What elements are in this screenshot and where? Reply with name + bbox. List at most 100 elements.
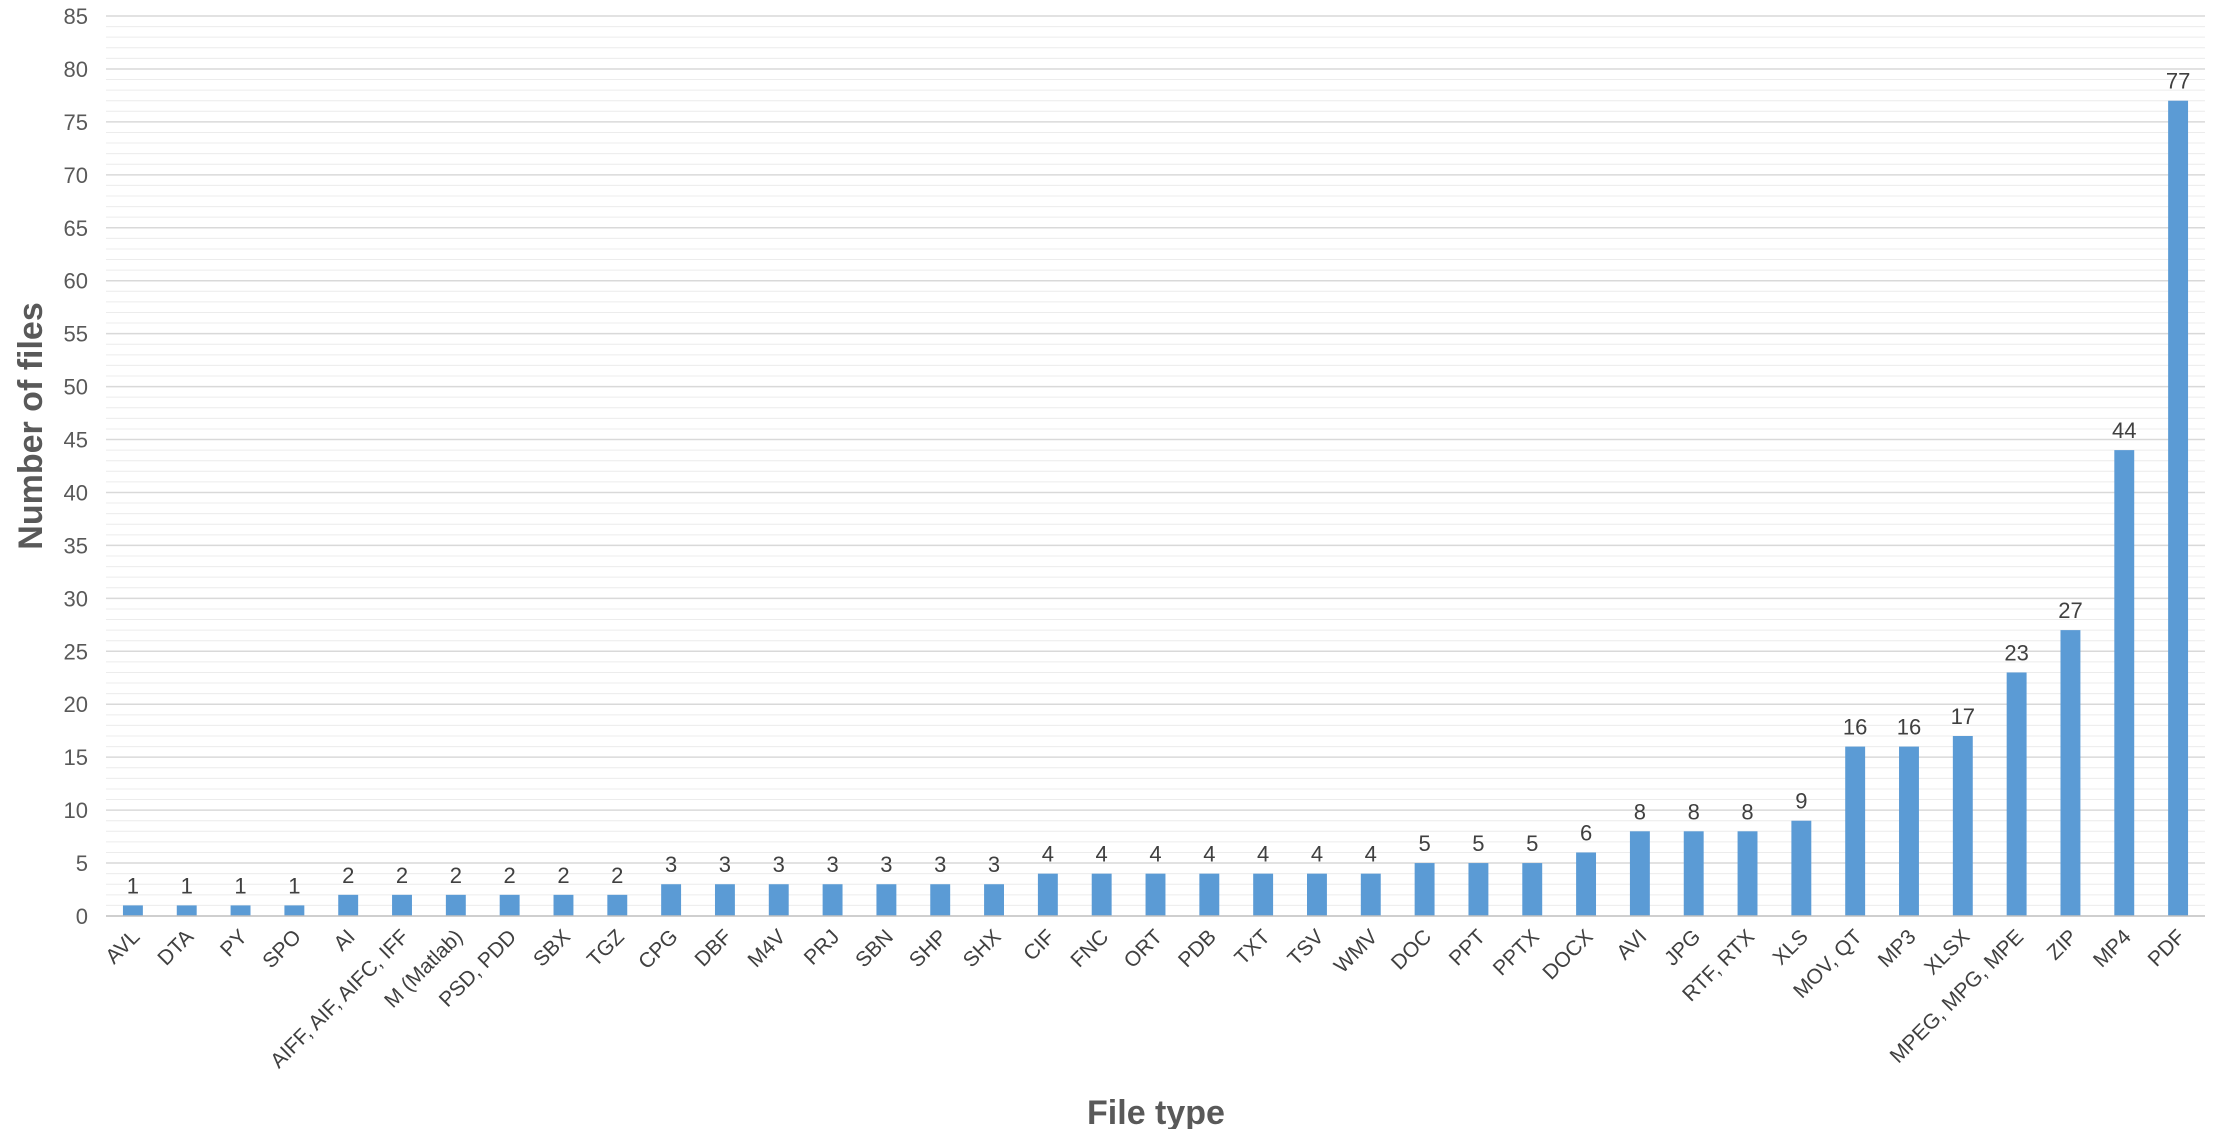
bar — [392, 894, 412, 916]
data-label: 1 — [181, 873, 193, 898]
x-axis-title: File type — [1087, 1094, 1225, 1129]
x-tick-label: JPG — [1660, 925, 1705, 970]
x-tick-label: AI — [329, 925, 359, 955]
y-tick-label: 50 — [64, 375, 88, 400]
y-tick-label: 55 — [64, 322, 88, 347]
x-tick-label: DTA — [153, 925, 198, 970]
y-tick-label: 0 — [76, 904, 88, 929]
y-tick-label: 85 — [64, 4, 88, 29]
bar — [1952, 736, 1973, 916]
bar — [553, 894, 574, 916]
x-tick-label: DOC — [1387, 925, 1436, 974]
data-labels: 1 1 1 1 2 2 2 2 2 2 3 3 3 3 3 3 3 4 4 4 4 4 4 4 5 5 5 68 8 8 916 16 1723… — [127, 69, 2191, 899]
data-label: 4 — [1257, 842, 1269, 867]
bar — [445, 894, 466, 916]
x-tick-label: AVI — [1612, 925, 1651, 964]
x-tick-label: DOCX — [1538, 925, 1597, 984]
bar — [499, 894, 520, 916]
x-tick-label: XLS — [1769, 925, 1813, 969]
y-tick-label: 70 — [64, 163, 88, 188]
y-tick-label: 35 — [64, 533, 88, 558]
data-label: 3 — [988, 852, 1000, 877]
bar — [1683, 831, 1704, 916]
bar — [1360, 873, 1381, 916]
data-label: 1 — [288, 873, 300, 898]
y-axis-ticks: 0 5 10 15 20 25 30 35 40 45 50 55 60 65 70 75 80 85 — [64, 4, 88, 929]
data-label: 3 — [719, 852, 731, 877]
x-tick-label: MP3 — [1874, 925, 1921, 972]
bar — [176, 905, 197, 916]
bar — [2168, 100, 2189, 917]
data-label: 2 — [342, 863, 354, 888]
bar — [2114, 450, 2135, 916]
data-label: 44 — [2112, 418, 2136, 443]
y-tick-label: 10 — [64, 798, 88, 823]
data-label: 5 — [1526, 831, 1538, 856]
data-label: 77 — [2166, 69, 2190, 94]
x-tick-label: TGZ — [583, 925, 629, 971]
data-label: 17 — [1951, 704, 1975, 729]
y-tick-label: 15 — [64, 745, 88, 770]
x-tick-label: AVL — [101, 925, 144, 968]
data-label: 3 — [665, 852, 677, 877]
x-tick-label: CIF — [1019, 925, 1059, 965]
data-label: 3 — [934, 852, 946, 877]
x-tick-label: ORT — [1120, 925, 1167, 972]
y-tick-label: 65 — [64, 216, 88, 241]
bar — [1414, 863, 1435, 916]
data-label: 23 — [2004, 640, 2028, 665]
bar — [1629, 831, 1650, 916]
data-label: 4 — [1311, 842, 1323, 867]
data-label: 5 — [1418, 831, 1430, 856]
bar — [2060, 630, 2081, 916]
bar — [822, 884, 843, 916]
y-tick-label: 30 — [64, 586, 88, 611]
x-tick-label: CPG — [634, 925, 682, 973]
data-label: 16 — [1897, 715, 1921, 740]
bar — [714, 884, 735, 916]
data-label: 3 — [826, 852, 838, 877]
bar — [661, 884, 682, 916]
data-label: 4 — [1042, 842, 1054, 867]
bar — [768, 884, 789, 916]
data-label: 5 — [1472, 831, 1484, 856]
x-tick-label: SBN — [851, 925, 898, 972]
x-tick-label: WMV — [1330, 925, 1383, 978]
y-axis-title: Number of files — [12, 302, 50, 549]
data-label: 4 — [1203, 842, 1215, 867]
y-tick-label: 75 — [64, 110, 88, 135]
data-label: 1 — [234, 873, 246, 898]
data-label: 8 — [1688, 799, 1700, 824]
x-tick-label: PPTX — [1489, 925, 1544, 980]
bar — [930, 884, 951, 916]
gridlines — [106, 15, 2205, 906]
bar — [1091, 873, 1112, 916]
bar — [230, 905, 251, 916]
x-tick-label: SPO — [258, 925, 306, 973]
x-tick-label: PPT — [1445, 925, 1490, 970]
data-label: 3 — [773, 852, 785, 877]
bar — [284, 905, 305, 916]
x-tick-label: SHP — [905, 925, 952, 972]
bar — [1199, 873, 1220, 916]
bar — [1522, 863, 1543, 916]
bar — [1899, 746, 1919, 916]
data-label: 2 — [557, 863, 569, 888]
y-tick-label: 5 — [76, 851, 88, 876]
x-tick-label: DBF — [691, 925, 737, 971]
bar — [1307, 873, 1327, 916]
x-tick-label: M4V — [743, 925, 790, 972]
x-tick-label: PY — [216, 925, 252, 961]
bar — [1253, 873, 1274, 916]
bar — [1737, 831, 1758, 916]
x-tick-label: PDF — [2144, 925, 2190, 971]
data-label: 2 — [504, 863, 516, 888]
data-label: 1 — [127, 873, 139, 898]
data-label: 3 — [880, 852, 892, 877]
data-label: 2 — [396, 863, 408, 888]
bar — [122, 905, 143, 916]
bar — [1845, 746, 1866, 916]
